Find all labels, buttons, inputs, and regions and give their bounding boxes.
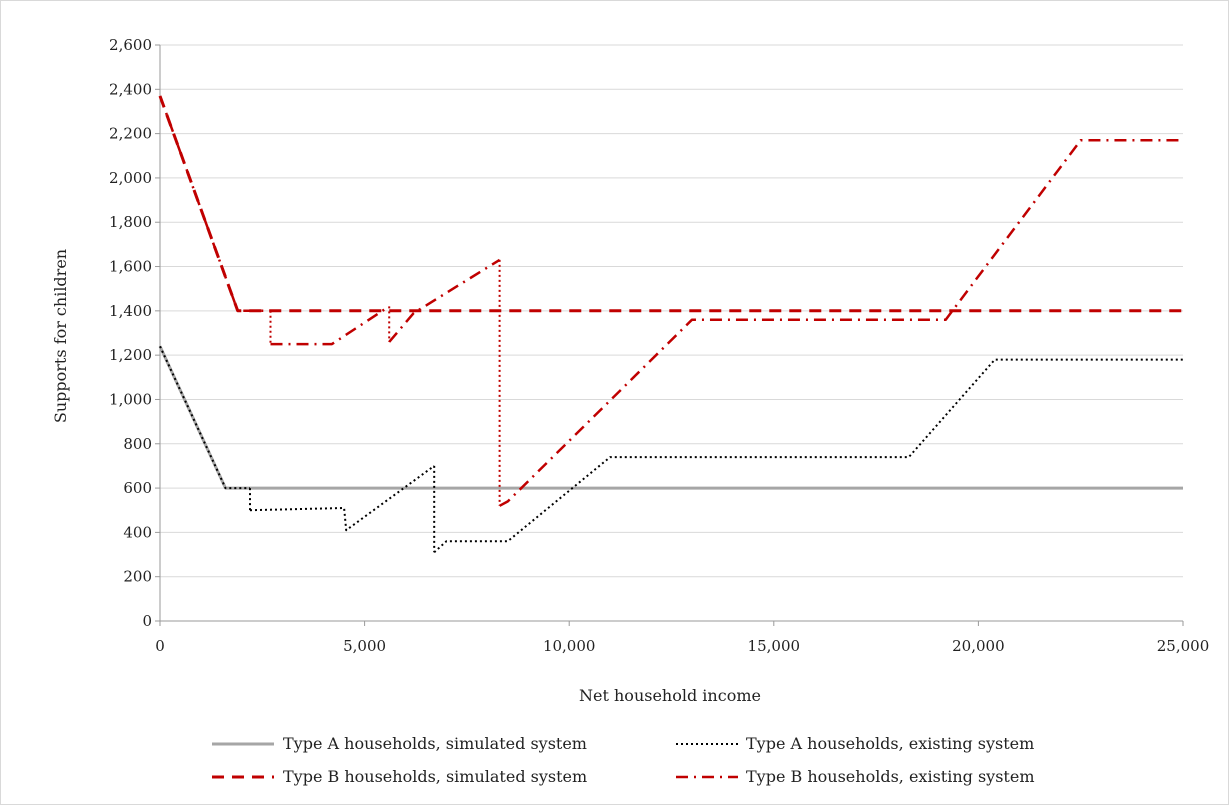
- y-tick-label: 200: [123, 568, 152, 586]
- series-line-segment: [158, 95, 1183, 313]
- series-3: [158, 95, 1183, 313]
- axes: [159, 45, 1183, 622]
- y-tick-label: 800: [123, 435, 152, 453]
- legend-label: Type A households, existing system: [746, 734, 1034, 753]
- y-tick-label: 2,600: [109, 36, 152, 54]
- series-line-segment: [158, 345, 1183, 490]
- legend: Type A households, simulated system Type …: [212, 734, 1034, 786]
- series-2: [159, 345, 1183, 554]
- y-axis-title: Supports for children: [51, 249, 70, 423]
- legend-item-4: Type B households, existing system: [676, 767, 1034, 786]
- x-tick-label: 10,000: [543, 637, 596, 655]
- x-tick-label: 5,000: [343, 637, 386, 655]
- y-tick-label: 1,400: [109, 302, 152, 320]
- x-tick-label: 25,000: [1157, 637, 1210, 655]
- series-layer: [158, 95, 1183, 554]
- legend-label: Type B households, simulated system: [283, 767, 587, 786]
- series-line-segment: [159, 345, 250, 490]
- y-tick-label: 600: [123, 479, 152, 497]
- series-4: [158, 95, 1183, 507]
- y-tick-label: 1,000: [109, 390, 152, 408]
- legend-item-1: Type A households, simulated system: [212, 734, 587, 753]
- x-tick-label: 0: [155, 637, 165, 655]
- x-tick-label: 20,000: [952, 637, 1005, 655]
- y-tick-label: 1,800: [109, 213, 152, 231]
- legend-label: Type B households, existing system: [746, 767, 1034, 786]
- y-tick-label: 2,400: [109, 80, 152, 98]
- series-line-segment: [388, 258, 501, 343]
- series-line-segment: [433, 358, 1183, 554]
- y-tick-label: 0: [142, 612, 152, 630]
- x-tick-label: 15,000: [748, 637, 801, 655]
- legend-item-3: Type B households, simulated system: [212, 767, 587, 786]
- y-tick-label: 1,600: [109, 258, 152, 276]
- series-line-segment: [158, 95, 271, 313]
- y-tick-labels: 0 200 400 600 800 1,000 1,200 1,400 1,600 1,800 2,…: [109, 36, 160, 630]
- series-line-segment: [249, 465, 435, 532]
- y-tick-label: 400: [123, 523, 152, 541]
- x-tick-labels: 0 5,000 10,000 15,000 20,000 25,000: [155, 621, 1209, 655]
- y-tick-label: 2,000: [109, 169, 152, 187]
- legend-label: Type A households, simulated system: [283, 734, 587, 753]
- y-tick-label: 2,200: [109, 125, 152, 143]
- legend-item-2: Type A households, existing system: [676, 734, 1034, 753]
- series-line-segment: [270, 305, 390, 346]
- x-axis-title: Net household income: [579, 686, 761, 705]
- series-1: [158, 345, 1183, 490]
- y-tick-label: 1,200: [109, 346, 152, 364]
- series-line-segment: [499, 139, 1183, 507]
